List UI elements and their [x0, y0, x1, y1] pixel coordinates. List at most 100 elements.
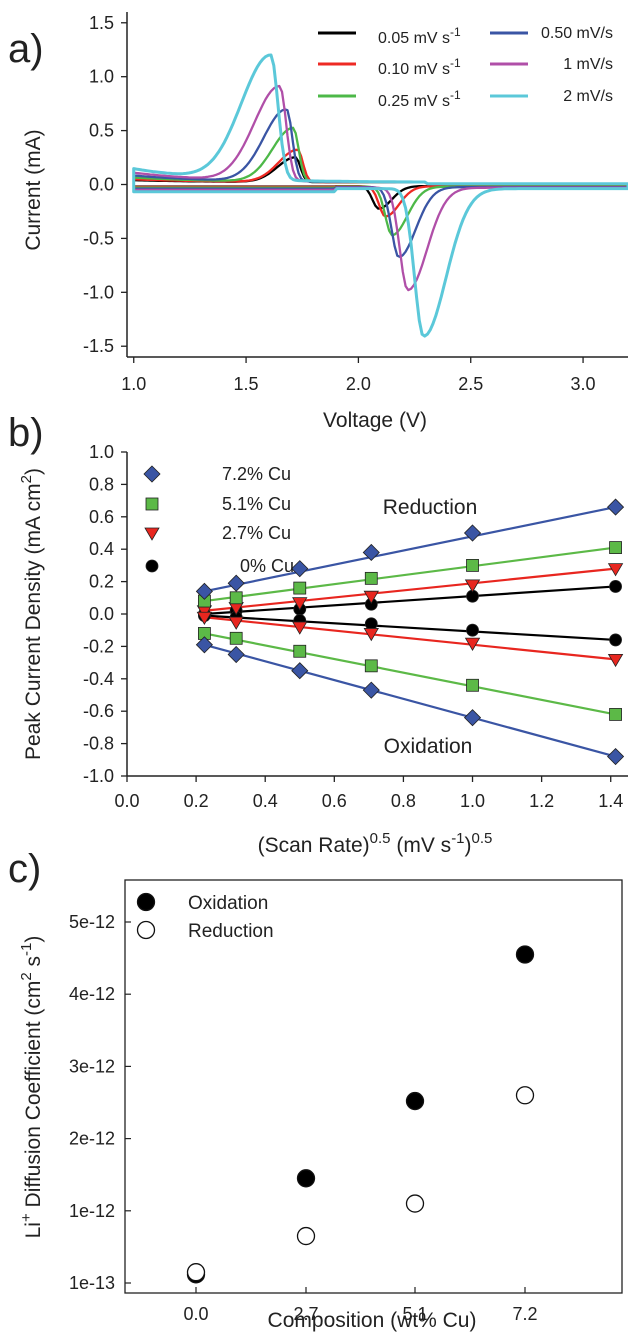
panel-a-y-tick-label: 0.0 [89, 175, 114, 195]
data-point-reduction [515, 1086, 535, 1105]
legend-label: 5.1% Cu [222, 494, 291, 514]
data-point-reduction [609, 541, 622, 554]
panel-a-y-tick-label: 1.5 [89, 13, 114, 33]
data-point-reduction [296, 1226, 316, 1246]
annotation-oxidation: Oxidation [384, 735, 473, 758]
data-point-reduction [195, 582, 213, 600]
panel-a-curves [132, 53, 628, 338]
panel-c-x-tick-label: 7.2 [512, 1304, 537, 1324]
data-point-oxidation [606, 747, 625, 766]
panel-b-y-tick-label: -0.8 [83, 734, 114, 754]
panel-a-y-tick-label: -0.5 [83, 228, 114, 248]
panel-a-x-tick-label: 3.0 [571, 374, 596, 394]
legend-label: 1 mV/s [563, 56, 613, 73]
legend-label: Reduction [188, 921, 274, 942]
data-point-oxidation [464, 637, 481, 651]
legend-label: 2.7% Cu [222, 523, 291, 543]
panel-c-ticks: 0.0 2.7 5.1 7.2 1e-13 1e-12 2e-12 3e-12 4e-12 5e-… [69, 912, 538, 1324]
panel-b-y-label: Peak Current Density (mA cm2) [18, 468, 45, 760]
data-point-reduction [405, 1194, 425, 1213]
legend-label: 0% Cu [240, 556, 294, 576]
data-point-reduction [293, 581, 307, 595]
cv-curve-3 [132, 108, 628, 259]
panel-a-y-tick-label: 1.0 [89, 67, 114, 87]
annotation-reduction: Reduction [383, 496, 478, 519]
cv-curve-5 [132, 53, 628, 338]
data-point-reduction [464, 579, 481, 593]
panel-b-y-tick-label: 1.0 [89, 442, 114, 462]
data-point-reduction [606, 498, 625, 516]
fit-line-reduction [204, 506, 616, 593]
legend-label: 0.10 mV s-1 [378, 56, 461, 78]
fit-line-oxidation [204, 643, 616, 758]
data-point-reduction [609, 580, 622, 593]
data-point-reduction [292, 597, 308, 611]
panel-a-y-tick-label: 0.5 [89, 121, 114, 141]
data-point-oxidation [609, 708, 622, 721]
panel-a-x-tick-label: 1.5 [234, 374, 259, 394]
legend-marker [144, 527, 160, 541]
data-point-reduction [186, 1263, 206, 1282]
panel-c-y-label: Li+ Diffusion Coefficient (cm2 s-1) [18, 936, 45, 1239]
panel-c-y-tick-label: 4e-12 [69, 984, 115, 1004]
fit-line-reduction [204, 567, 616, 612]
fit-line-oxidation [204, 632, 616, 716]
panel-c-x-tick-label: 0.0 [183, 1304, 208, 1324]
panel-b-markers [195, 498, 625, 766]
data-point-oxidation [463, 709, 482, 727]
panel-b-chart: 0.0 0.2 0.4 0.6 0.8 1.0 1.2 1.4 -1.0 -0.8 -0.6 -0.4… [18, 442, 628, 857]
data-point-oxidation [515, 945, 535, 964]
panel-c-frame [124, 879, 623, 1294]
data-point-oxidation [227, 645, 245, 664]
data-point-oxidation [405, 1091, 425, 1111]
data-point-reduction [229, 591, 243, 605]
panel-c-y-tick-label: 3e-12 [69, 1056, 115, 1076]
panel-a-legend: 0.05 mV s-1 0.10 mV s-1 0.25 mV s-1 0.50 mV… [318, 25, 613, 110]
panel-b-ticks: 0.0 0.2 0.4 0.6 0.8 1.0 1.2 1.4 -1.0 -0.8 -0.6 -0.4… [83, 442, 623, 811]
panel-b-y-tick-label: 0.6 [89, 507, 114, 527]
fit-line-oxidation [204, 616, 616, 661]
panel-b-y-tick-label: 0.4 [89, 539, 114, 559]
panel-a-x-tick-label: 2.0 [346, 374, 371, 394]
panel-a-y-label: Current (mA) [22, 129, 45, 250]
legend-marker [136, 892, 156, 912]
data-point-oxidation [291, 662, 309, 680]
panel-b-x-tick-label: 0.6 [322, 791, 347, 811]
panel-c-markers [186, 945, 535, 1284]
data-point-oxidation [466, 623, 479, 637]
legend-label: Oxidation [188, 893, 268, 914]
data-point-oxidation [364, 659, 378, 673]
fit-line-oxidation [204, 614, 616, 642]
panel-label-c: c) [8, 847, 41, 891]
panel-a-y-tick-label: -1.0 [83, 282, 114, 302]
legend-marker [136, 920, 156, 940]
panel-b-x-tick-label: 0.4 [253, 791, 278, 811]
panel-b-y-tick-label: 0.0 [89, 604, 114, 624]
data-point-oxidation [466, 678, 479, 692]
legend-label: 0.50 mV/s [541, 25, 613, 42]
panel-c-y-tick-label: 2e-12 [69, 1129, 115, 1149]
panel-c-legend: Oxidation Reduction [136, 892, 274, 942]
panel-b-y-tick-label: -0.6 [83, 701, 114, 721]
panel-a-chart: 1.0 1.5 2.0 2.5 3.0-1.5-1.0-0.50.00.51.01.5 … [22, 12, 628, 432]
data-point-oxidation [229, 631, 243, 645]
data-point-oxidation [362, 681, 380, 699]
data-point-oxidation [196, 611, 213, 626]
data-point-reduction [607, 563, 624, 577]
panel-a-x-tick-label: 2.5 [458, 374, 483, 394]
legend-label: 0.25 mV s-1 [378, 88, 461, 110]
data-point-reduction [362, 543, 380, 562]
panel-label-a: a) [8, 27, 44, 71]
data-point-oxidation [607, 653, 624, 668]
legend-marker [145, 497, 159, 511]
data-point-reduction [363, 590, 379, 604]
panel-b-y-tick-label: 0.8 [89, 474, 114, 494]
panel-b-legend: 7.2% Cu 5.1% Cu 2.7% Cu 0% Cu [143, 464, 294, 576]
fit-line-reduction [204, 546, 616, 603]
panel-b-x-tick-label: 1.0 [460, 791, 485, 811]
data-point-reduction [463, 524, 482, 542]
data-point-oxidation [292, 621, 308, 635]
panel-b-x-tick-label: 0.0 [114, 791, 139, 811]
panel-b-fit-lines [204, 506, 616, 758]
